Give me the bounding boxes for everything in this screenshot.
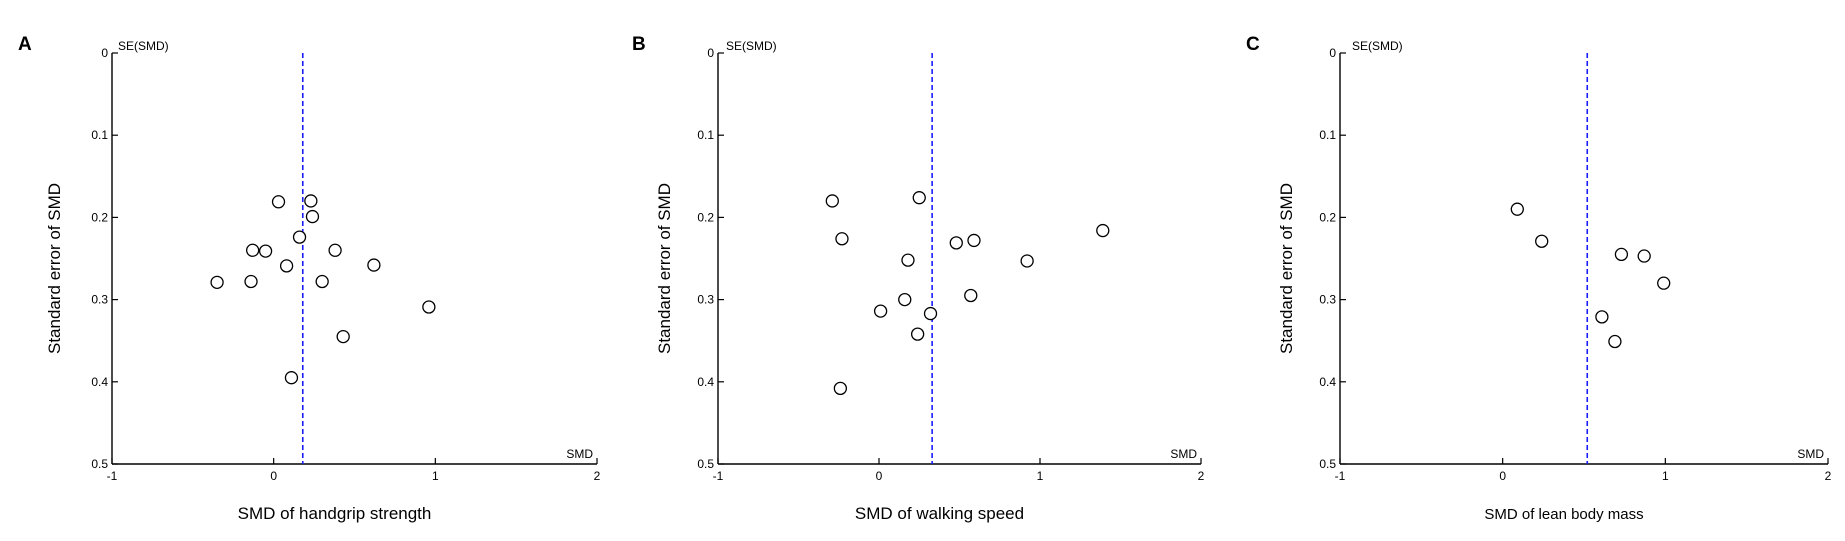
x-tick-label: 0 [1499,469,1506,483]
study-point [964,288,978,303]
y-tick-label: 0.2 [697,210,714,224]
study-point [315,274,329,289]
study-point [271,195,286,209]
study-point [949,236,963,250]
y-axis-title: Standard error of SMD [655,183,674,354]
x-axis-title: SMD of handgrip strength [238,504,432,523]
y-tick-label: 0.5 [697,457,714,471]
study-point [833,381,848,396]
x-axis-tag: SMD [566,447,593,461]
x-tick-label: 1 [1662,469,1669,483]
x-tick-label: -1 [1335,469,1346,483]
y-tick-label: 0.3 [697,293,714,307]
study-point [244,274,258,289]
x-axis-title: SMD of lean body mass [1484,506,1643,523]
panel-letter-c: C [1246,34,1260,55]
study-point [1535,234,1549,248]
y-tick-label: 0.4 [1319,375,1336,389]
x-tick-label: 0 [876,469,883,483]
y-tick-label: 0.3 [91,293,108,307]
study-point [898,292,912,307]
y-tick-label: 0 [1329,46,1336,60]
y-tick-label: 0.5 [1319,457,1336,471]
study-point [279,259,294,273]
study-point [328,243,342,257]
study-point [912,191,926,205]
y-tick-label: 0.1 [91,128,108,142]
study-point [284,371,299,385]
y-tick-label: 0.1 [1319,128,1336,142]
x-axis-tag: SMD [1797,447,1824,461]
panel-letter-a: A [18,34,32,55]
x-tick-label: 2 [1825,469,1832,483]
y-tick-label: 0.5 [91,457,108,471]
study-point [923,306,938,321]
y-axis-tag: SE(SMD) [726,39,777,53]
study-point [1657,276,1671,290]
study-point [422,300,436,314]
y-tick-label: 0 [101,46,108,60]
study-point [873,304,888,318]
y-axis-tag: SE(SMD) [118,39,169,53]
study-point [901,253,915,267]
study-point [1510,202,1524,216]
study-point [825,194,839,208]
study-point [1096,223,1110,238]
study-point [258,244,273,258]
x-tick-label: 1 [432,469,439,483]
study-point [835,232,849,246]
y-tick-label: 0.2 [1319,210,1336,224]
y-tick-label: 0.4 [91,375,108,389]
x-tick-label: -1 [107,469,118,483]
study-point [367,258,381,272]
y-axis-title: Standard error of SMD [45,183,64,354]
x-axis-tag: SMD [1170,447,1197,461]
study-point [910,327,925,341]
x-tick-label: 0 [270,469,277,483]
x-tick-label: 2 [594,469,601,483]
study-point [1637,249,1651,263]
x-tick-label: -1 [713,469,724,483]
study-point [210,275,224,289]
y-tick-label: 0.2 [91,210,108,224]
study-point [245,243,260,257]
y-tick-label: 0.4 [697,375,714,389]
study-point [1020,254,1034,268]
y-tick-label: 0.1 [697,128,714,142]
study-point [336,329,350,344]
y-tick-label: 0.3 [1319,293,1336,307]
study-point [305,209,320,224]
study-point [1595,310,1609,324]
y-axis-tag: SE(SMD) [1352,39,1403,53]
x-tick-label: 1 [1037,469,1044,483]
study-point [292,230,307,244]
study-point [967,233,981,248]
study-point [304,194,318,208]
study-point [1608,334,1622,349]
x-axis-title: SMD of walking speed [855,504,1024,523]
y-tick-label: 0 [707,46,714,60]
study-point [1614,247,1629,262]
x-tick-label: 2 [1198,469,1205,483]
y-axis-title: Standard error of SMD [1277,183,1296,354]
panel-letter-b: B [632,34,646,55]
